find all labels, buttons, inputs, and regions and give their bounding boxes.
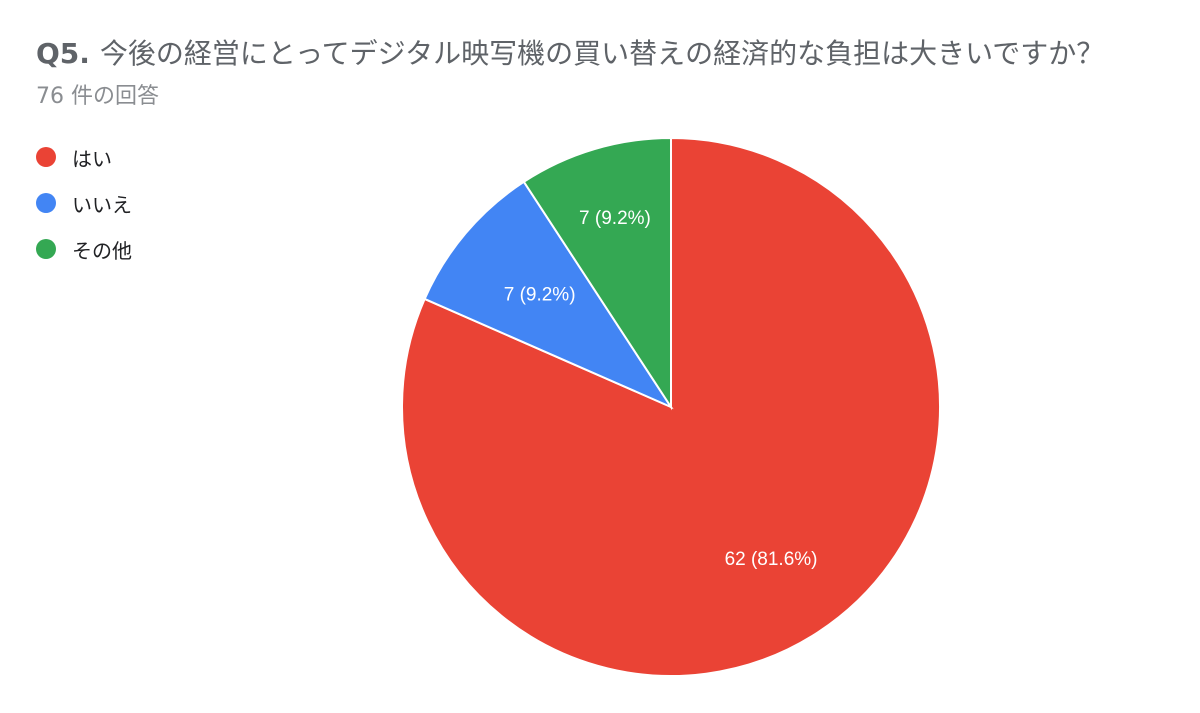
slice-label-other: 7 (9.2%) — [579, 208, 651, 229]
legend-swatch-other — [36, 239, 56, 259]
legend-swatch-yes — [36, 147, 56, 167]
question-title: Q5. 今後の経営にとってデジタル映写機の買い替えの経済的な負担は大きいですか？ — [36, 34, 1186, 74]
legend-item-yes: はい — [36, 134, 132, 180]
chart-legend: はい いいえ その他 — [36, 134, 132, 272]
pie-slice-other — [522, 136, 672, 411]
question-text: 今後の経営にとってデジタル映写機の買い替えの経済的な負担は大きいですか？ — [99, 37, 1105, 70]
slice-label-yes: 62 (81.6%) — [725, 549, 818, 570]
chart-header: Q5. 今後の経営にとってデジタル映写機の買い替えの経済的な負担は大きいですか？ … — [36, 34, 1186, 112]
legend-label-yes: はい — [72, 146, 112, 171]
legend-label-other: その他 — [72, 238, 132, 263]
response-count: 76 件の回答 — [36, 84, 159, 109]
legend-item-other: その他 — [36, 226, 132, 272]
question-number: Q5. — [36, 37, 90, 70]
legend-item-no: いいえ — [36, 180, 132, 226]
legend-swatch-no — [36, 193, 56, 213]
slice-label-no: 7 (9.2%) — [504, 285, 576, 306]
pie-slice-no — [423, 180, 674, 410]
legend-label-no: いいえ — [72, 192, 132, 217]
